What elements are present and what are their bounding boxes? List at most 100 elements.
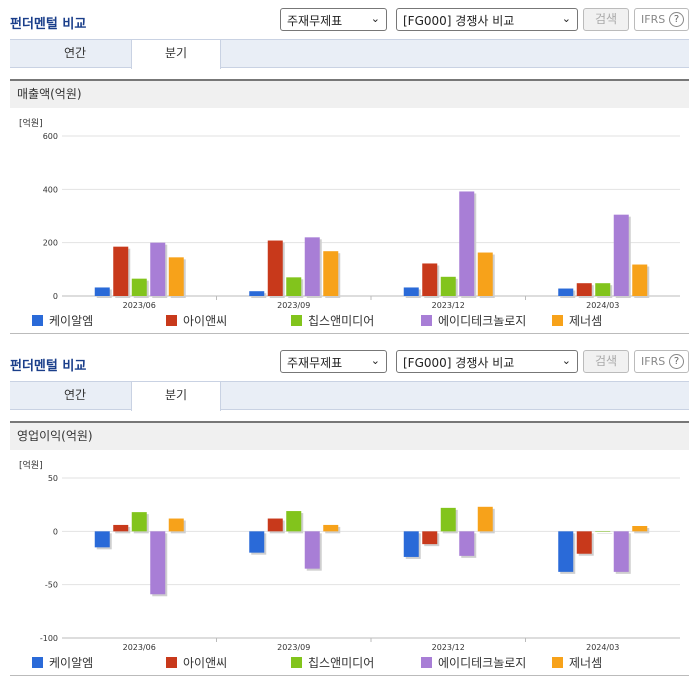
legend-swatch [32, 657, 43, 668]
search-button[interactable]: 검색 [583, 8, 629, 31]
bar[interactable] [131, 278, 147, 296]
bar[interactable] [150, 531, 166, 595]
legend-item[interactable]: 케이알엠 [32, 312, 93, 329]
legend-item[interactable]: 에이디테크놀로지 [421, 654, 526, 671]
period-tabs: 연간 분기 [10, 381, 689, 411]
legend-swatch [32, 315, 43, 326]
bar[interactable] [576, 531, 592, 554]
bar[interactable] [595, 531, 611, 532]
x-tick-label: 2023/06 [123, 301, 156, 310]
legend-label: 케이알엠 [49, 314, 94, 328]
bar[interactable] [131, 512, 147, 532]
ifrs-label: IFRS [641, 355, 666, 368]
bar[interactable] [440, 276, 456, 296]
tab-quarterly[interactable]: 분기 [131, 382, 221, 411]
bar[interactable] [595, 283, 611, 296]
chevron-down-icon: ⌄ [561, 354, 571, 367]
y-tick-label: 0 [53, 527, 58, 536]
peer-select[interactable]: [FG000] 경쟁사 비교 ⌄ [396, 350, 578, 373]
bar[interactable] [94, 531, 110, 548]
bar[interactable] [558, 288, 574, 296]
y-tick-label: 400 [43, 185, 58, 194]
bar[interactable] [304, 237, 320, 296]
bar[interactable] [422, 263, 438, 296]
metric-header: 매출액(억원) [10, 79, 689, 108]
bar[interactable] [267, 518, 283, 532]
peer-select[interactable]: [FG000] 경쟁사 비교 ⌄ [396, 8, 578, 31]
legend-swatch [552, 315, 563, 326]
revenue-chart: [억원] 0 200 400 600 2023/06 2023/09 2023/12 2024/… [19, 117, 680, 310]
bar[interactable] [323, 251, 339, 296]
statement-select[interactable]: 주재무제표 ⌄ [280, 350, 387, 373]
bar[interactable] [632, 264, 648, 296]
legend-swatch [291, 315, 302, 326]
peer-select-value: [FG000] 경쟁사 비교 [403, 356, 515, 370]
ifrs-help-button[interactable]: IFRS ? [634, 350, 689, 373]
unit-label: [억원] [19, 459, 43, 471]
legend-swatch [421, 657, 432, 668]
legend-swatch [421, 315, 432, 326]
legend-item[interactable]: 칩스앤미디어 [291, 312, 374, 329]
legend-item[interactable]: 아이앤씨 [166, 312, 227, 329]
section-title: 펀더멘털 비교 [10, 17, 87, 32]
bar[interactable] [113, 246, 129, 296]
bar[interactable] [304, 531, 320, 569]
bar[interactable] [613, 214, 629, 296]
bar[interactable] [286, 277, 302, 296]
legend-swatch [166, 657, 177, 668]
bar[interactable] [267, 240, 283, 296]
bar[interactable] [440, 507, 456, 532]
bar[interactable] [558, 531, 574, 572]
chevron-down-icon: ⌄ [370, 354, 380, 367]
bar[interactable] [94, 287, 110, 296]
statement-select[interactable]: 주재무제표 ⌄ [280, 8, 387, 31]
statement-select-value: 주재무제표 [287, 356, 343, 370]
y-tick-label: -50 [45, 581, 58, 590]
bar[interactable] [168, 257, 184, 296]
bar[interactable] [249, 531, 265, 553]
tab-quarterly[interactable]: 분기 [131, 40, 221, 69]
legend-label: 제너셈 [569, 314, 603, 328]
legend-item[interactable]: 칩스앤미디어 [291, 654, 374, 671]
bar[interactable] [113, 524, 129, 532]
bar[interactable] [286, 511, 302, 532]
bar[interactable] [403, 531, 419, 557]
search-button[interactable]: 검색 [583, 350, 629, 373]
x-tick-label: 2023/12 [432, 301, 465, 310]
bar[interactable] [249, 291, 265, 296]
bar[interactable] [613, 531, 629, 572]
legend-label: 케이알엠 [49, 656, 94, 670]
legend-label: 칩스앤미디어 [308, 656, 375, 670]
ifrs-help-button[interactable]: IFRS ? [634, 8, 689, 31]
bar[interactable] [477, 252, 493, 296]
bar[interactable] [477, 506, 493, 532]
bar[interactable] [632, 526, 648, 532]
bar[interactable] [323, 524, 339, 532]
bar[interactable] [168, 518, 184, 532]
legend-item[interactable]: 아이앤씨 [166, 654, 227, 671]
legend-swatch [552, 657, 563, 668]
legend-label: 제너셈 [569, 656, 603, 670]
x-tick-label: 2023/12 [432, 643, 465, 652]
bar[interactable] [422, 531, 438, 545]
legend-label: 칩스앤미디어 [308, 314, 375, 328]
chevron-down-icon: ⌄ [370, 12, 380, 25]
tab-annual[interactable]: 연간 [63, 46, 87, 60]
bar[interactable] [459, 191, 475, 296]
bar[interactable] [459, 531, 475, 556]
operating-profit-section: 펀더멘털 비교 주재무제표 ⌄ [FG000] 경쟁사 비교 ⌄ 검색 IFRS… [0, 342, 696, 684]
legend-swatch [291, 657, 302, 668]
legend-item[interactable]: 에이디테크놀로지 [421, 312, 526, 329]
peer-select-value: [FG000] 경쟁사 비교 [403, 14, 515, 28]
chevron-down-icon: ⌄ [561, 12, 571, 25]
y-tick-label: -100 [40, 634, 58, 643]
x-tick-label: 2023/09 [277, 301, 310, 310]
legend-item[interactable]: 제너셈 [552, 654, 602, 671]
bar[interactable] [403, 287, 419, 296]
y-tick-label: 50 [48, 474, 58, 483]
bar[interactable] [576, 283, 592, 296]
legend-item[interactable]: 케이알엠 [32, 654, 93, 671]
bar[interactable] [150, 242, 166, 296]
tab-annual[interactable]: 연간 [63, 388, 87, 402]
legend-item[interactable]: 제너셈 [552, 312, 602, 329]
